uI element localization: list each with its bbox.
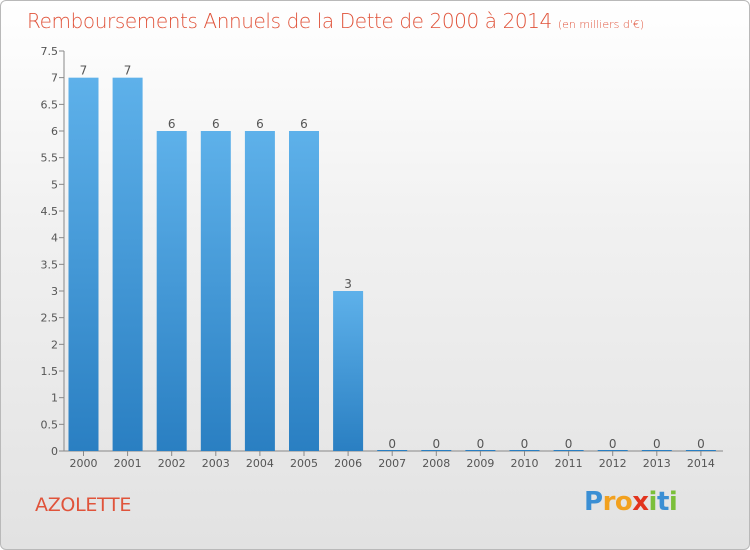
y-tick-label: 4 (51, 232, 58, 245)
data-label-2014: 0 (697, 437, 705, 451)
x-tick-label: 2004 (246, 457, 274, 470)
y-tick-label: 5 (51, 178, 58, 191)
y-tick-label: 0.5 (41, 418, 59, 431)
bar-2003 (200, 131, 231, 451)
bar-2004 (244, 131, 275, 451)
x-tick-label: 2002 (158, 457, 186, 470)
y-tick-label: 7.5 (41, 45, 59, 58)
data-labels: 7 7 6 6 6 6 3 0 0 0 0 0 0 0 0 (80, 64, 705, 451)
y-tick-label: 3.5 (41, 258, 59, 271)
data-label-2008: 0 (432, 437, 440, 451)
logo-letter: i (648, 487, 658, 517)
data-label-2003: 6 (212, 117, 220, 131)
y-tick-label: 1.5 (41, 365, 59, 378)
x-tick-label: 2003 (202, 457, 230, 470)
y-axis: 0 0.5 1 1.5 2 2.5 3 3.5 4 4.5 5 5.5 6 6.5 7 7.5 (41, 45, 65, 458)
y-tick-label: 1 (51, 392, 58, 405)
bar-2002 (156, 131, 187, 451)
y-tick-label: 5.5 (41, 152, 59, 165)
data-label-2002: 6 (168, 117, 176, 131)
logo-letter: r (602, 487, 616, 517)
x-tick-label: 2007 (378, 457, 406, 470)
bar-2000 (68, 77, 99, 452)
data-label-2000: 7 (80, 64, 88, 78)
x-tick-label: 2010 (511, 457, 539, 470)
x-tick-label: 2006 (334, 457, 362, 470)
chart-title: Remboursements Annuels de la Dette de 20… (27, 9, 644, 33)
bar-2001 (112, 77, 143, 452)
logo-letter: x (632, 487, 649, 517)
x-tick-label: 2001 (114, 457, 142, 470)
commune-name: AZOLETTE (35, 494, 132, 516)
y-tick-label: 3 (51, 285, 58, 298)
data-label-2006: 3 (344, 277, 352, 291)
data-label-2010: 0 (521, 437, 529, 451)
y-tick-label: 6 (51, 125, 58, 138)
x-axis: 2000 2001 2002 2003 2004 2005 2006 2007 2008 2009… (64, 450, 723, 470)
data-label-2004: 6 (256, 117, 264, 131)
data-label-2012: 0 (609, 437, 617, 451)
y-tick-label: 0 (51, 445, 58, 458)
bar-2005 (289, 131, 319, 451)
x-tick-label: 2005 (290, 457, 318, 470)
x-tick-label: 2012 (599, 457, 627, 470)
data-label-2001: 7 (124, 64, 132, 78)
data-label-2005: 6 (300, 117, 308, 131)
data-label-2009: 0 (477, 437, 485, 451)
logo-letter: t (656, 487, 669, 517)
unit-note: (en milliers d'€) (557, 18, 645, 31)
x-tick-label: 2011 (555, 457, 583, 470)
x-tick-label: 2008 (422, 457, 450, 470)
y-tick-label: 7 (51, 72, 58, 85)
data-label-2007: 0 (388, 437, 396, 451)
proxiti-logo[interactable]: Proxiti (584, 487, 678, 517)
x-tick-label: 2000 (70, 457, 98, 470)
bars (68, 77, 716, 452)
data-label-2011: 0 (565, 437, 573, 451)
x-tick-label: 2014 (687, 457, 715, 470)
y-tick-label: 2 (51, 338, 58, 351)
x-tick-label: 2009 (466, 457, 494, 470)
logo-letter: o (614, 487, 633, 517)
logo-letter: i (668, 487, 678, 517)
y-tick-label: 2.5 (41, 312, 59, 325)
y-tick-label: 4.5 (41, 205, 59, 218)
x-tick-label: 2013 (643, 457, 671, 470)
data-label-2013: 0 (653, 437, 661, 451)
bar-2006 (333, 291, 364, 451)
chart-title-text: Remboursements Annuels de la Dette de 20… (27, 9, 552, 33)
logo-letter: P (584, 487, 603, 517)
y-tick-label: 6.5 (41, 98, 59, 111)
